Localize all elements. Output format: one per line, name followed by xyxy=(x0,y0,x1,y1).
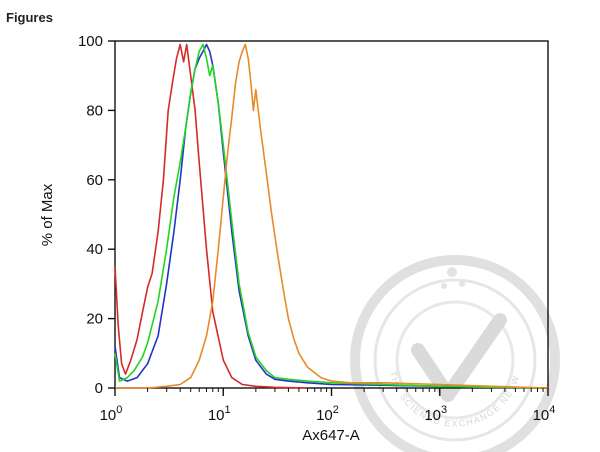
x-tick-label: 101 xyxy=(208,404,231,424)
y-axis-title: % of Max xyxy=(39,183,56,246)
y-tick-label: 40 xyxy=(86,241,103,258)
series-line xyxy=(114,43,308,389)
watermark-seal xyxy=(350,255,560,452)
y-tick-label: 20 xyxy=(86,311,103,328)
y-tick-label: 60 xyxy=(86,172,103,189)
x-tick-label: 100 xyxy=(100,404,123,424)
x-tick-label: 103 xyxy=(424,404,447,424)
y-tick-label: 100 xyxy=(78,33,103,50)
y-tick-label: 80 xyxy=(86,102,103,119)
series-line xyxy=(114,43,549,389)
x-tick-label: 102 xyxy=(316,404,339,424)
page-title: Figures xyxy=(6,10,53,25)
x-axis-title: Ax647-A xyxy=(302,427,360,444)
series-layer xyxy=(114,43,549,389)
series-line xyxy=(114,43,549,389)
axes-layer: 0 20 40 60 80 100 100 101 102 103 104 xyxy=(78,33,555,424)
y-tick-label: 0 xyxy=(95,380,103,397)
x-tick-label: 104 xyxy=(533,404,556,424)
series-line xyxy=(115,43,549,389)
